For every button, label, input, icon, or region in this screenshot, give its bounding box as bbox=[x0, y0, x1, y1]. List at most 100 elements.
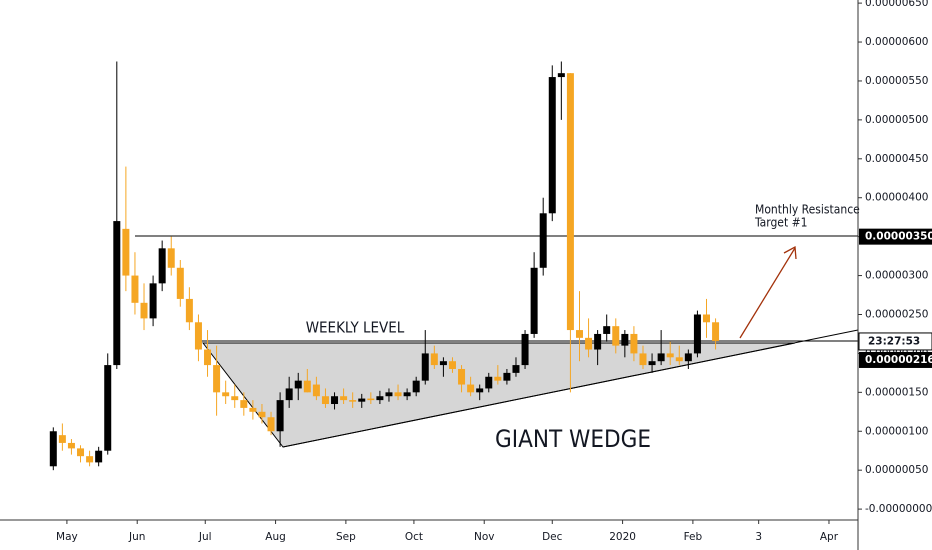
arrow-head bbox=[783, 245, 797, 260]
drawings bbox=[135, 235, 859, 448]
y-tick-label: 0.00000450 bbox=[865, 153, 928, 165]
candle-body bbox=[603, 326, 611, 334]
arrow bbox=[739, 247, 796, 339]
candle-body bbox=[458, 368, 466, 385]
x-tick-label: Feb bbox=[684, 531, 703, 543]
countdown: 23:27:53 bbox=[868, 335, 920, 347]
candle-body bbox=[185, 298, 193, 323]
annotation: Target #1 bbox=[754, 216, 808, 230]
price-label: 0.00000350 bbox=[865, 231, 932, 243]
x-tick-label: Aug bbox=[265, 531, 286, 543]
x-tick-label: May bbox=[56, 531, 78, 543]
candle-body bbox=[258, 411, 266, 418]
candle-body bbox=[122, 228, 130, 276]
price-label-box bbox=[859, 228, 932, 245]
candle-body bbox=[385, 392, 393, 397]
candle-body bbox=[67, 442, 75, 449]
candle-body bbox=[312, 384, 320, 397]
candle-body bbox=[612, 326, 620, 346]
y-tick-label: 0.00000500 bbox=[865, 114, 928, 126]
annotation: WEEKLY LEVEL bbox=[306, 319, 405, 337]
candle-body bbox=[367, 398, 375, 401]
candle-body bbox=[222, 392, 230, 397]
candle-body bbox=[512, 365, 520, 373]
annotation: Monthly Resistance bbox=[755, 203, 860, 217]
candle-body bbox=[113, 221, 121, 366]
candle-body bbox=[167, 248, 175, 268]
candle-body bbox=[95, 450, 103, 463]
candle-body bbox=[340, 396, 348, 401]
candle-body bbox=[176, 267, 184, 299]
y-tick-label: 0.00000550 bbox=[865, 75, 928, 87]
candle-body bbox=[140, 302, 148, 319]
y-tick-label: 0.00000300 bbox=[865, 270, 928, 282]
y-tick-label: 0.00000600 bbox=[865, 36, 928, 48]
x-tick-label: Dec bbox=[542, 531, 563, 543]
axes: -0.00000000 0.00000050 0.00000100 0.0000015… bbox=[56, 0, 932, 543]
candle-body bbox=[557, 73, 565, 78]
candle-body bbox=[77, 448, 85, 457]
candle-body bbox=[675, 357, 683, 362]
annotation: GIANT WEDGE bbox=[495, 425, 651, 453]
x-tick-label: 3 bbox=[755, 531, 762, 543]
candle-body bbox=[467, 384, 475, 393]
candle-body bbox=[503, 372, 511, 381]
candle-body bbox=[131, 275, 139, 303]
candle-body bbox=[684, 353, 692, 362]
y-tick-label: 0.00000650 bbox=[865, 0, 928, 9]
candle-body bbox=[521, 333, 529, 366]
candle-body bbox=[267, 417, 275, 432]
candle-body bbox=[630, 333, 638, 354]
candle-body bbox=[666, 353, 674, 358]
candle-body bbox=[58, 435, 66, 443]
candle-body bbox=[276, 400, 284, 432]
candle-body bbox=[104, 365, 112, 451]
candle-body bbox=[412, 380, 420, 393]
candle-body bbox=[421, 353, 429, 381]
candle-body bbox=[403, 392, 411, 397]
candle-body bbox=[566, 73, 574, 331]
y-tick-label: 0.00000050 bbox=[865, 464, 928, 476]
candle-body bbox=[158, 248, 166, 284]
candle-body bbox=[231, 396, 239, 401]
candle-body bbox=[294, 380, 302, 389]
candles bbox=[49, 61, 720, 471]
y-tick-label: -0.00000000 bbox=[865, 503, 932, 515]
x-tick-label: Oct bbox=[405, 531, 423, 543]
candle-body bbox=[285, 388, 293, 401]
candle-body bbox=[213, 365, 221, 393]
y-tick-label: 0.00000400 bbox=[865, 192, 928, 204]
candle-body bbox=[331, 396, 339, 405]
candle-body bbox=[648, 361, 656, 366]
x-tick-label: Sep bbox=[336, 531, 356, 543]
candle-body bbox=[448, 361, 456, 369]
candle-body bbox=[575, 330, 583, 338]
y-tick-label: 0.00000250 bbox=[865, 308, 928, 320]
x-tick-label: Apr bbox=[820, 531, 839, 543]
candle-body bbox=[194, 322, 202, 350]
candle-body bbox=[693, 314, 701, 354]
price-label-box bbox=[859, 351, 932, 368]
candle-body bbox=[548, 77, 556, 214]
candle-body bbox=[539, 213, 547, 268]
candle-body bbox=[204, 349, 212, 366]
candle-body bbox=[321, 396, 329, 405]
candle-body bbox=[702, 314, 710, 323]
candle-body bbox=[86, 456, 94, 463]
x-tick-label: Nov bbox=[474, 531, 495, 543]
x-tick-label: Jun bbox=[128, 531, 145, 543]
candle-body bbox=[594, 333, 602, 350]
candle-body bbox=[394, 392, 402, 397]
candle-body bbox=[358, 398, 366, 402]
y-tick-label: 0.00000100 bbox=[865, 425, 928, 437]
countdown-box bbox=[858, 332, 932, 351]
candle-body bbox=[621, 333, 629, 346]
y-tick-label: 0.00000150 bbox=[865, 386, 928, 398]
candle-body bbox=[49, 431, 57, 467]
candle-body bbox=[240, 400, 248, 408]
candle-body bbox=[657, 353, 665, 362]
candle-body bbox=[303, 380, 311, 393]
candle-body bbox=[249, 407, 257, 412]
